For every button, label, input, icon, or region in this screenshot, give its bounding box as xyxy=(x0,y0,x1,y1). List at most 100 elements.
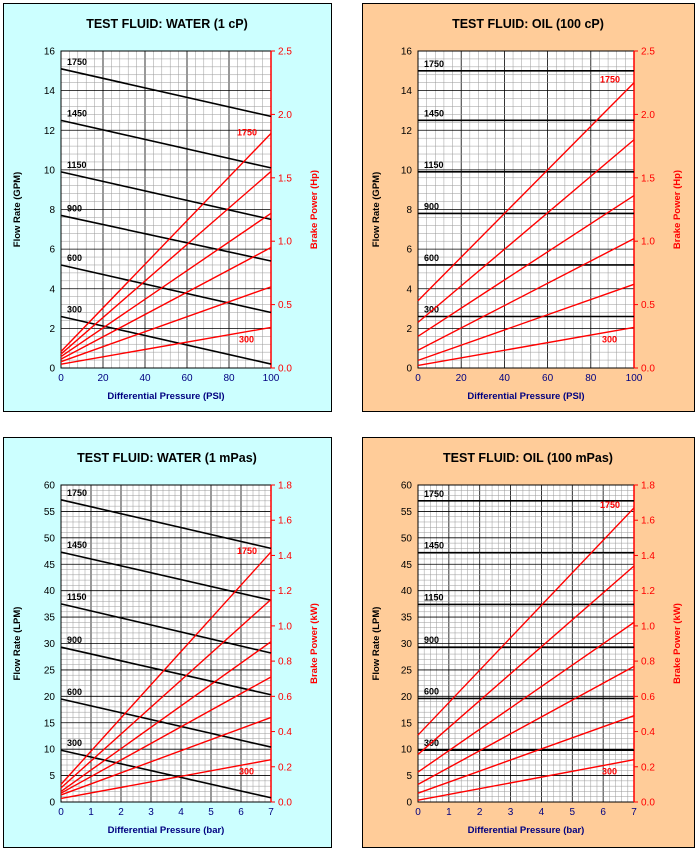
y-tick-label: 35 xyxy=(44,613,56,624)
y-axis-label: Flow Rate (LPM) xyxy=(12,607,23,681)
chart-title: TEST FLUID: WATER (1 cP) xyxy=(86,17,248,31)
flow-label-900: 900 xyxy=(424,635,439,645)
x-tick-label: 1 xyxy=(88,807,94,818)
y2-tick-label: 1.8 xyxy=(641,481,655,492)
power-line-4 xyxy=(60,246,272,360)
chart-svg: TEST FLUID: WATER (1 mPas)0 1 2 3 4 5 6 7051015… xyxy=(12,451,320,836)
flow-label-1150: 1150 xyxy=(424,592,444,602)
x-tick-label: 1 xyxy=(446,807,452,818)
flow-label-1450: 1450 xyxy=(67,540,87,550)
y-tick-label: 20 xyxy=(401,692,413,703)
y2-tick-label: 0.2 xyxy=(278,762,292,773)
flow-line-1750 xyxy=(60,499,272,550)
y-tick-label: 45 xyxy=(44,560,56,571)
power-line-1 xyxy=(417,82,635,302)
y2-tick-label: 1.0 xyxy=(641,621,655,632)
x-tick-label: 80 xyxy=(223,373,235,384)
x-tick-label: 5 xyxy=(570,807,576,818)
y2-tick-label: 2.5 xyxy=(641,47,655,58)
y-tick-label: 8 xyxy=(49,205,55,216)
y-tick-label: 50 xyxy=(401,533,413,544)
y-tick-label: 60 xyxy=(401,481,413,492)
x-tick-label: 5 xyxy=(208,807,214,818)
power-line-6 xyxy=(60,326,272,365)
power-line-4 xyxy=(417,238,635,351)
flow-line-1150 xyxy=(60,603,272,654)
power-line-5 xyxy=(60,716,272,796)
y-tick-label: 5 xyxy=(406,771,412,782)
y-tick-label: 10 xyxy=(401,165,413,176)
flow-label-1750: 1750 xyxy=(67,488,87,498)
y2-tick-label: 1.4 xyxy=(641,551,655,562)
y-tick-label: 16 xyxy=(44,47,56,58)
x-tick-label: 60 xyxy=(181,373,193,384)
power-line-5 xyxy=(417,283,635,362)
flow-label-1450: 1450 xyxy=(424,541,444,551)
power-line-3 xyxy=(60,212,272,358)
chart-title: TEST FLUID: OIL (100 mPas) xyxy=(443,451,613,465)
flow-label-1150: 1150 xyxy=(424,160,444,170)
y-tick-label: 15 xyxy=(44,718,56,729)
y-tick-label: 4 xyxy=(49,284,55,295)
flow-line-600 xyxy=(60,264,272,314)
power-line-5 xyxy=(417,715,635,794)
y-tick-label: 25 xyxy=(401,665,413,676)
y-tick-label: 14 xyxy=(401,86,413,97)
y-tick-label: 0 xyxy=(49,364,55,375)
flow-label-600: 600 xyxy=(424,253,439,263)
x-tick-label: 2 xyxy=(477,807,483,818)
power-label-1750: 1750 xyxy=(237,546,257,556)
x-axis-label: Differential Pressure (bar) xyxy=(108,825,225,836)
flow-line-900 xyxy=(60,214,272,262)
y2-axis-label: Brake Power (Hp) xyxy=(309,170,320,249)
y2-tick-label: 0.4 xyxy=(278,727,292,738)
y-tick-label: 0 xyxy=(406,364,412,375)
panel-water-cp: TEST FLUID: WATER (1 cP) 0 20 40 60 80 100 0 2 4 6… xyxy=(3,3,332,412)
grid xyxy=(61,51,271,368)
power-label-300: 300 xyxy=(602,767,617,777)
panel-oil-mpas: TEST FLUID: OIL (100 mPas) 0 1 2 3 4 5 6 7 0 5 10 15… xyxy=(362,437,695,848)
y-tick-label: 30 xyxy=(401,639,413,650)
y-tick-label: 2 xyxy=(406,324,412,335)
x-tick-label: 6 xyxy=(238,807,244,818)
x-tick-label: 60 xyxy=(542,373,554,384)
power-line-1 xyxy=(417,507,635,736)
chart-title: TEST FLUID: OIL (100 cP) xyxy=(452,17,604,31)
power-line-2 xyxy=(60,598,272,789)
flow-label-1750: 1750 xyxy=(424,59,444,69)
y2-tick-label: 0.0 xyxy=(641,798,655,809)
y-tick-label: 25 xyxy=(44,665,56,676)
y2-tick-label: 1.5 xyxy=(641,173,655,184)
y2-tick-label: 0.0 xyxy=(278,364,292,375)
y-tick-label: 40 xyxy=(401,586,413,597)
x-tick-label: 2 xyxy=(118,807,124,818)
x-tick-label: 4 xyxy=(178,807,184,818)
power-line-4 xyxy=(60,676,272,794)
y2-tick-label: 0.6 xyxy=(641,692,655,703)
x-tick-label: 20 xyxy=(97,373,109,384)
power-line-6 xyxy=(417,759,635,801)
y2-tick-label: 0.2 xyxy=(641,762,655,773)
flow-line-600 xyxy=(60,698,272,748)
y-tick-label: 45 xyxy=(401,560,413,571)
y2-tick-label: 0.8 xyxy=(641,657,655,668)
y2-tick-label: 1.6 xyxy=(641,516,655,527)
y2-tick-label: 1.5 xyxy=(278,173,292,184)
x-tick-label: 20 xyxy=(456,373,468,384)
y2-tick-label: 0.5 xyxy=(641,300,655,311)
y2-tick-label: 0.0 xyxy=(278,798,292,809)
chart-title: TEST FLUID: WATER (1 mPas) xyxy=(77,451,257,465)
x-tick-label: 0 xyxy=(415,373,421,384)
power-line-3 xyxy=(417,621,635,773)
power-line-1 xyxy=(60,551,272,785)
y-tick-label: 55 xyxy=(44,507,56,518)
x-tick-label: 3 xyxy=(148,807,154,818)
power-line-3 xyxy=(60,641,272,793)
y-tick-label: 14 xyxy=(44,86,56,97)
y-tick-label: 60 xyxy=(44,481,56,492)
x-tick-label: 4 xyxy=(539,807,545,818)
x-tick-label: 40 xyxy=(499,373,511,384)
x-tick-label: 0 xyxy=(415,807,421,818)
grid xyxy=(418,51,634,368)
flow-line-1450 xyxy=(60,119,272,169)
